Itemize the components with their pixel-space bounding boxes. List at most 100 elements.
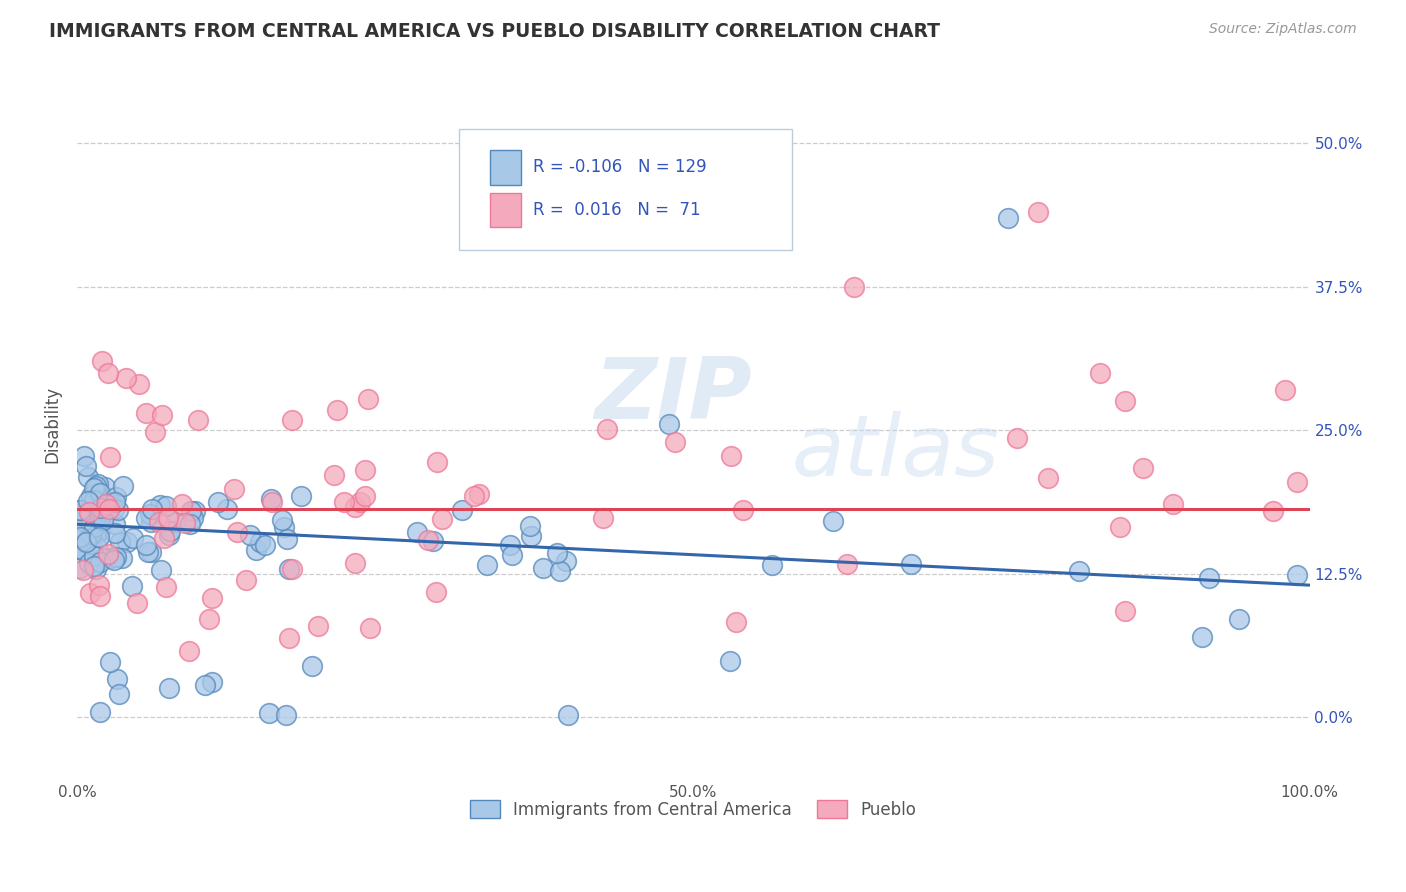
Point [253,538,276,552]
Point [179,644,201,658]
Point [83,558,105,573]
Point [136,545,159,559]
Point [520,529,543,543]
Point [69,503,91,517]
Point [90,354,112,368]
Bar [489,193,520,227]
Point [664,435,686,450]
Point [1114,604,1136,618]
Point [105,491,128,505]
Point [201,591,224,605]
Point [720,449,742,463]
Point [122,531,145,545]
Bar [489,151,520,185]
Point [76,469,98,483]
Point [281,562,304,576]
Point [150,408,173,422]
Point [90,506,112,520]
FancyBboxPatch shape [460,129,792,250]
Point [72,514,94,528]
Point [249,534,271,549]
Point [1028,205,1050,219]
Point [354,463,377,477]
Point [80,533,103,547]
Point [731,502,754,516]
Point [357,392,380,406]
Text: atlas: atlas [792,411,1000,494]
Point [135,511,157,525]
Point [554,554,576,568]
Point [104,526,127,541]
Point [1036,471,1059,485]
Point [98,655,121,669]
Point [111,551,134,566]
Point [170,496,193,510]
Point [91,551,114,566]
Point [83,520,105,534]
Point [89,555,111,569]
Point [89,705,111,719]
Point [139,515,162,529]
Point [89,512,111,526]
Point [1191,630,1213,644]
Point [157,681,180,696]
Point [235,574,257,588]
Point [153,531,176,545]
Point [432,512,454,526]
Point [69,522,91,536]
Point [90,493,112,508]
Point [135,538,157,552]
Point [183,511,205,525]
Point [149,564,172,578]
Point [406,525,429,540]
Point [326,403,349,417]
Point [596,422,619,436]
Point [76,533,98,548]
Point [343,556,366,570]
Point [77,494,100,508]
Point [1088,366,1111,380]
Point [148,498,170,512]
Point [1286,475,1309,489]
Point [117,535,139,549]
Point [198,612,221,626]
Point [69,503,91,517]
Point [323,468,346,483]
Point [245,543,267,558]
Point [278,632,301,646]
Point [463,489,485,503]
Point [187,413,209,427]
Point [75,535,97,549]
Point [425,585,447,599]
Point [271,513,294,527]
Text: R = -0.106   N = 129: R = -0.106 N = 129 [533,159,707,177]
Point [98,498,121,512]
Point [718,654,741,668]
Point [69,561,91,575]
Point [101,497,124,511]
Point [207,495,229,509]
Point [79,586,101,600]
Point [83,524,105,539]
Point [97,547,120,561]
Point [105,549,128,564]
Point [1109,520,1132,534]
Point [557,708,579,723]
Point [139,544,162,558]
Point [89,578,111,592]
Point [842,279,865,293]
Point [592,510,614,524]
Point [84,562,107,576]
Point [359,621,381,635]
Point [519,519,541,533]
Point [475,558,498,573]
Point [86,526,108,541]
Text: ZIP: ZIP [595,354,752,437]
Point [174,516,197,531]
Point [115,371,138,385]
Point [111,479,134,493]
Point [80,517,103,532]
Point [278,562,301,576]
Point [281,413,304,427]
Point [103,553,125,567]
